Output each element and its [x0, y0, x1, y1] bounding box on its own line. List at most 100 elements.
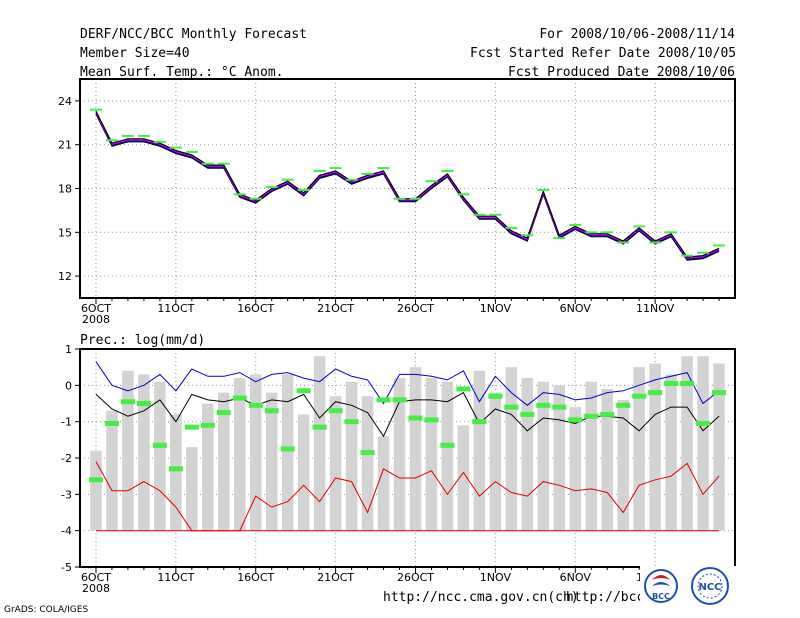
x-tick-label: 11OCT: [157, 302, 194, 315]
observed-marker: [456, 386, 471, 392]
range-bar: [361, 396, 374, 531]
y-tick-label: 12: [58, 270, 72, 283]
x-tick-label: 6NOV: [560, 302, 592, 315]
range-bar: [585, 381, 597, 531]
range-bar: [218, 392, 230, 531]
range-bar: [649, 363, 661, 531]
ncc-url[interactable]: http://ncc.cma.gov.cn(ch): [383, 590, 579, 605]
member-size: Member Size=40: [80, 46, 190, 61]
range-bar: [186, 447, 198, 531]
y-tick-label: -4: [61, 525, 72, 538]
observed-marker: [440, 442, 455, 448]
range-bar: [569, 407, 581, 531]
x-tick-label: 11OCT: [157, 571, 194, 584]
x-tick-label: 1NOV: [480, 302, 512, 315]
series-line-blue: [95, 112, 720, 260]
x-tick-label: 6OCT: [81, 571, 111, 584]
header-right: For 2008/10/06-2008/11/14 Fcst Started R…: [470, 27, 737, 84]
x-year-label: 2008: [82, 313, 110, 326]
y-tick-label: 0: [65, 379, 72, 392]
observed-marker: [216, 410, 231, 416]
range-bar: [665, 374, 677, 531]
range-bar: [345, 381, 358, 531]
produced-date: Fcst Produced Date 2008/10/06: [508, 65, 735, 80]
y-tick-label: -3: [61, 488, 72, 501]
observed-marker: [136, 401, 151, 406]
precip-title: Prec.: log(mm/d): [80, 333, 205, 348]
range-bar: [234, 378, 246, 531]
observed-marker: [184, 424, 199, 430]
start-date: Fcst Started Refer Date 2008/10/05: [470, 46, 737, 61]
series-line-upper: [95, 361, 720, 406]
observed-marker: [536, 402, 551, 408]
range-bar: [697, 356, 709, 531]
observed-marker: [632, 393, 647, 399]
x-tick-label: 21OCT: [317, 302, 354, 315]
observed-marker: [392, 397, 407, 403]
panel-precipitation: 1 0 -1 -2 -3 -4 -5 6OCT 11OCT 16OCT 21OCT 26OCT 1NOV…: [61, 333, 736, 595]
range-bar: [122, 370, 134, 531]
grads-credit: GrADS: COLA/IGES: [4, 605, 89, 615]
y-tick-label: -2: [61, 452, 72, 465]
observed-marker: [584, 413, 599, 419]
observed-marker: [120, 399, 135, 405]
observed-marker: [408, 415, 423, 421]
x-tick-label: 6NOV: [560, 571, 592, 584]
range-bar: [281, 374, 294, 531]
observed-marker: [648, 390, 663, 396]
x-tick-label: 16OCT: [237, 571, 274, 584]
observed-marker: [344, 419, 359, 425]
observed-marker: [568, 417, 583, 423]
ncc-logo-text: NCC: [698, 582, 721, 593]
y-tick-label: -1: [61, 416, 72, 429]
series-line-mean: [95, 391, 720, 438]
range-bar: [617, 399, 629, 531]
observed-marker: [88, 477, 103, 483]
range-bar: [377, 436, 390, 531]
range-bar: [633, 367, 645, 531]
range-bar: [154, 381, 166, 531]
y-tick-label: 21: [58, 139, 72, 152]
observed-marker: [664, 381, 679, 387]
x-tick-label: 26OCT: [397, 302, 434, 315]
observed-marker: [264, 408, 279, 414]
range-bar: [313, 356, 326, 531]
range-bar: [138, 374, 150, 531]
observed-marker: [168, 466, 183, 472]
range-bar: [393, 378, 406, 531]
range-bar: [537, 381, 550, 531]
x-year-label: 2008: [82, 582, 110, 595]
series-line-ensemble-mean: [95, 110, 720, 258]
range-bar: [601, 388, 613, 531]
range-bar: [681, 356, 693, 531]
range-bar: [297, 414, 310, 531]
range-bar: [473, 370, 486, 531]
observed-marker: [328, 408, 343, 414]
range-bar: [90, 450, 102, 531]
x-tick-label: 6OCT: [81, 302, 111, 315]
range-bar: [265, 392, 278, 531]
observed-marker: [472, 419, 487, 425]
forecast-period: For 2008/10/06-2008/11/14: [539, 27, 735, 42]
y-tick-label: 1: [65, 343, 72, 356]
observed-marker: [616, 402, 631, 408]
y-tick-label: -5: [61, 561, 72, 574]
observed-marker: [296, 388, 311, 394]
bcc-logo-text: BCC: [652, 592, 670, 601]
variable-label: Mean Surf. Temp.: °C Anom.: [80, 65, 284, 80]
header-left: DERF/NCC/BCC Monthly Forecast Member Siz…: [80, 27, 307, 84]
range-bar: [457, 425, 470, 531]
observed-marker: [248, 402, 263, 408]
observed-marker: [280, 446, 295, 452]
x-tick-label: 16OCT: [237, 302, 274, 315]
range-bar: [106, 410, 118, 531]
series-line-lower: [95, 113, 720, 261]
observed-marker: [552, 404, 567, 410]
x-tick-label: 21OCT: [317, 571, 354, 584]
y-tick-label: 24: [58, 95, 72, 108]
range-bar: [329, 396, 342, 531]
y-tick-label: 15: [58, 226, 72, 239]
range-bar: [505, 367, 518, 531]
range-bar: [713, 363, 725, 531]
